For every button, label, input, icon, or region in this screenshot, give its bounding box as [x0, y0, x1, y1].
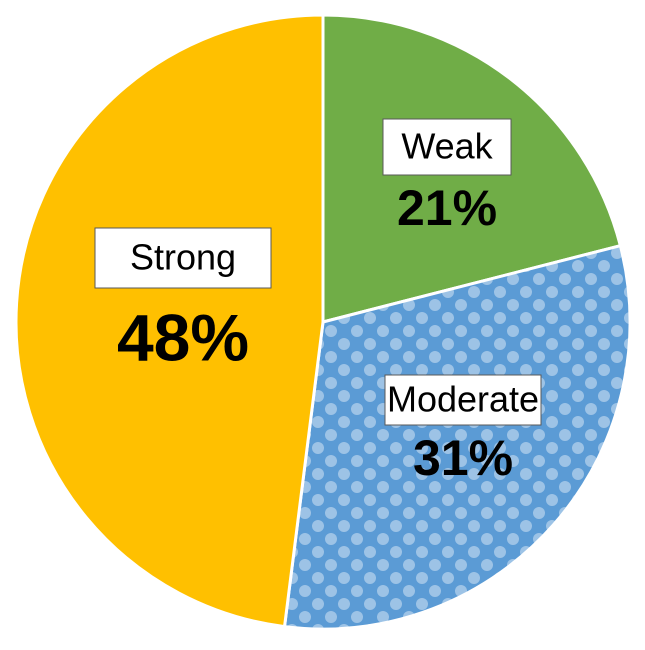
label-box	[384, 374, 542, 426]
pie-slice	[282, 243, 632, 631]
category-label: Weak	[401, 126, 493, 167]
category-label: Moderate	[387, 379, 539, 420]
value-label: 21%	[397, 180, 497, 236]
pie-slice	[14, 13, 325, 629]
value-label: 48%	[117, 300, 249, 374]
label-box	[382, 118, 512, 176]
label-box	[94, 227, 272, 289]
value-label: 31%	[413, 430, 513, 486]
category-label: Strong	[130, 237, 236, 278]
